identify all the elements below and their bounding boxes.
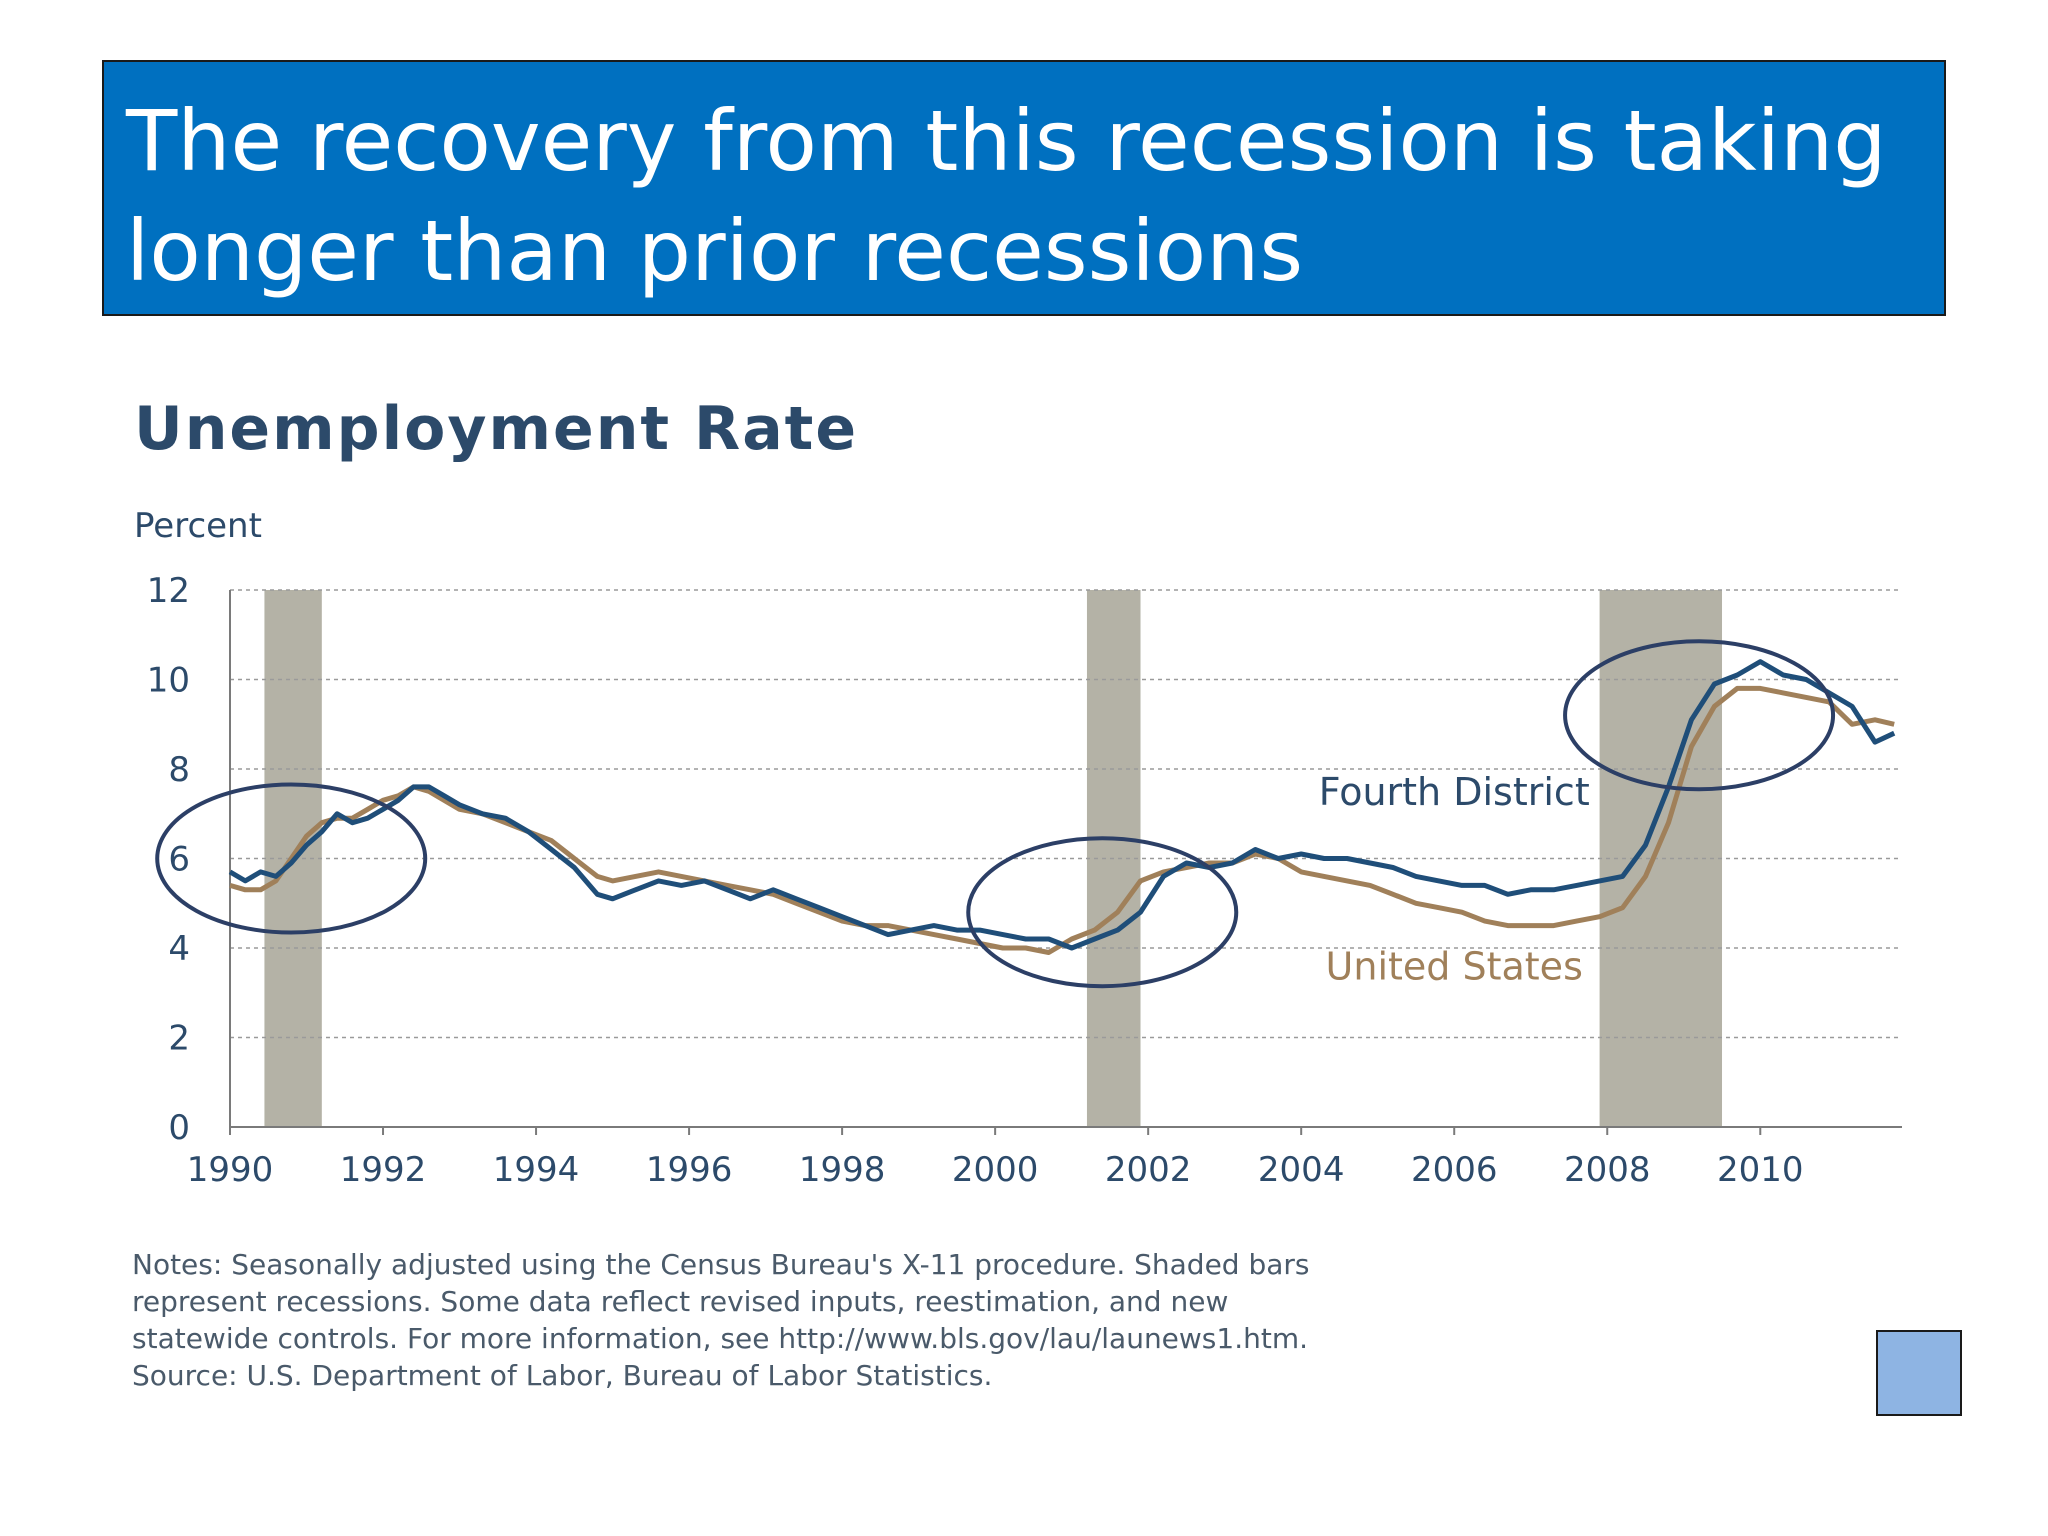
x-tick-label-1996: 1996 [646, 1150, 733, 1190]
highlight-circle-2 [966, 836, 1239, 989]
y-tick-label-6: 6 [168, 840, 190, 880]
y-tick-label-2: 2 [168, 1019, 190, 1059]
y-tick-label-0: 0 [168, 1108, 190, 1148]
notes-line-4: Source: U.S. Department of Labor, Bureau… [132, 1359, 993, 1392]
highlight-circle-1 [155, 782, 428, 935]
y-tick-label-12: 12 [147, 571, 190, 611]
slide-decoration-square [1876, 1330, 1962, 1416]
x-tick-label-2002: 2002 [1105, 1150, 1192, 1190]
notes-line-1: Notes: Seasonally adjusted using the Cen… [132, 1248, 1310, 1281]
highlight-circles [155, 639, 1836, 989]
y-axis-label: Percent [134, 506, 262, 546]
x-tick-label-1994: 1994 [493, 1150, 580, 1190]
series-lines [228, 659, 1896, 955]
y-tick-label-10: 10 [147, 661, 190, 701]
series-line-united-states [229, 685, 1895, 955]
series-label-fourth-district: Fourth District [1319, 770, 1590, 814]
slide-title-line2: longer than prior recessions [126, 202, 1304, 300]
axes: 0 2 4 6 8 10 12 1990 1992 1994 1996 1998 2000 2002 200… [147, 571, 1902, 1190]
x-tick-label-1990: 1990 [187, 1150, 274, 1190]
chart-notes: Notes: Seasonally adjusted using the Cen… [132, 1246, 1912, 1394]
x-tick-label-1998: 1998 [799, 1150, 886, 1190]
recession-band-3 [1599, 590, 1723, 1127]
series-label-united-states: United States [1326, 944, 1583, 988]
y-tick-label-8: 8 [168, 750, 190, 790]
chart-title: Unemployment Rate [134, 394, 859, 464]
x-tick-label-2006: 2006 [1411, 1150, 1498, 1190]
notes-line-3: statewide controls. For more information… [132, 1322, 1309, 1355]
slide-title: The recovery from this recession is taki… [102, 60, 1946, 316]
y-tick-label-4: 4 [168, 929, 190, 969]
x-tick-label-2000: 2000 [952, 1150, 1039, 1190]
x-tick-label-2008: 2008 [1564, 1150, 1651, 1190]
x-tick-label-1992: 1992 [340, 1150, 427, 1190]
annotations: Fourth District United States [1319, 770, 1590, 989]
series-line-fourth-district [228, 659, 1896, 951]
slide-title-line1: The recovery from this recession is taki… [126, 92, 1887, 190]
x-tick-label-2004: 2004 [1258, 1150, 1345, 1190]
notes-line-2: represent recessions. Some data reflect … [132, 1285, 1229, 1318]
highlight-circle-3 [1563, 639, 1836, 792]
x-tick-label-2010: 2010 [1717, 1150, 1804, 1190]
